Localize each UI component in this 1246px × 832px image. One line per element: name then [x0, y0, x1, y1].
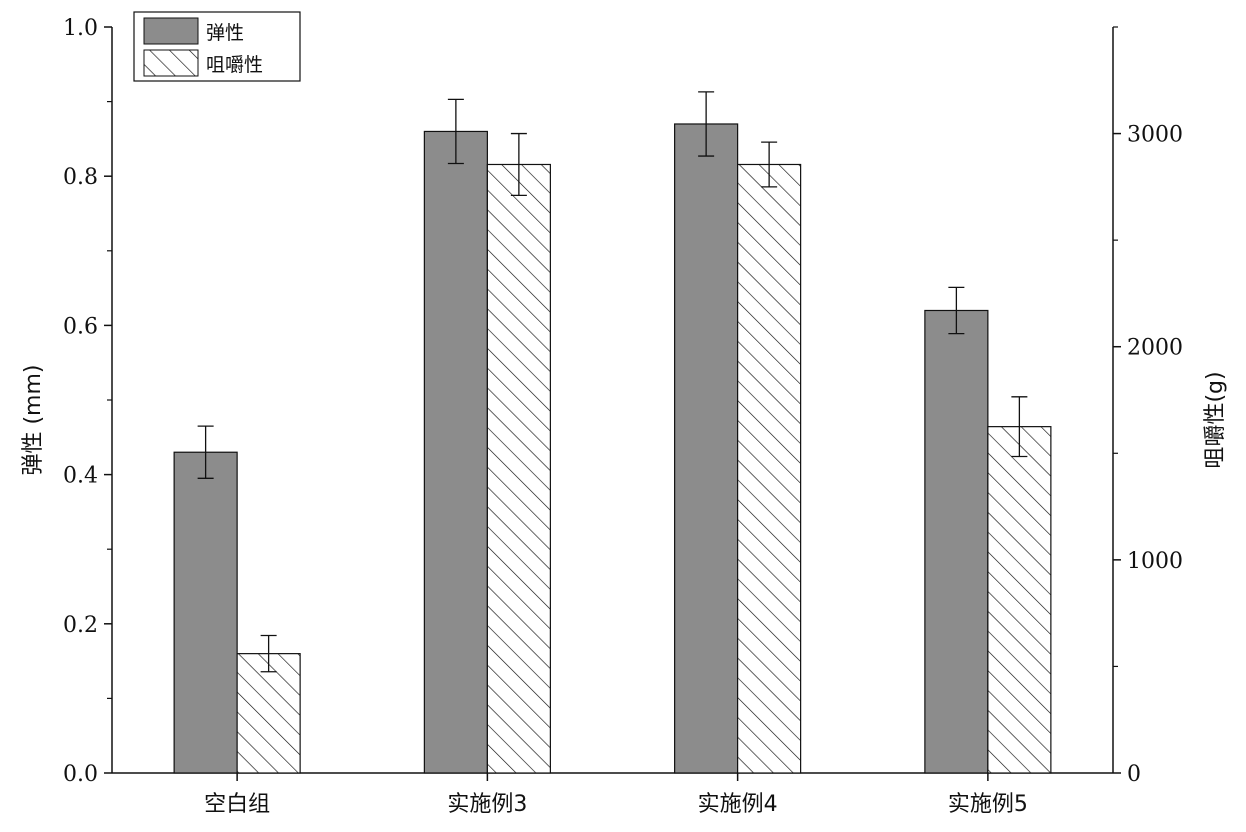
left-axis-title: 弹性 (mm) — [21, 364, 46, 475]
bar-chewiness — [486, 163, 551, 774]
category-label: 空白组 — [204, 792, 270, 817]
bar-chewiness — [236, 653, 301, 774]
bar-elasticity — [924, 309, 989, 774]
legend-swatch-hatch — [143, 49, 199, 77]
bar-elasticity — [173, 451, 238, 774]
legend-label-elasticity: 弹性 — [206, 22, 244, 44]
right-tick-label: 3000 — [1127, 123, 1183, 148]
right-tick-label: 1000 — [1127, 549, 1183, 574]
left-axis-ticks: 0.0 0.2 0.4 0.6 0.8 1.0 — [63, 16, 112, 787]
right-axis-title: 咀嚼性(g) — [1203, 371, 1228, 468]
bar-chewiness — [737, 163, 802, 774]
legend: 弹性 咀嚼性 — [133, 11, 301, 82]
legend-swatch-solid — [143, 17, 199, 45]
left-tick-label: 0.2 — [63, 613, 98, 638]
right-axis-ticks: 0 1000 2000 3000 — [1113, 26, 1183, 787]
category-label: 实施例4 — [698, 792, 778, 817]
bars — [173, 123, 1052, 774]
right-tick-label: 0 — [1127, 762, 1141, 787]
left-tick-label: 0.0 — [63, 762, 98, 787]
legend-label-chewiness: 咀嚼性 — [206, 54, 263, 76]
bar-elasticity — [423, 130, 488, 774]
left-tick-label: 0.6 — [63, 314, 98, 339]
right-tick-label: 2000 — [1127, 336, 1183, 361]
error-bars — [197, 91, 1028, 673]
bar-chewiness — [987, 426, 1052, 774]
left-tick-label: 0.4 — [63, 464, 98, 489]
left-tick-label: 0.8 — [63, 165, 98, 190]
category-label: 实施例3 — [447, 792, 527, 817]
left-tick-label: 1.0 — [63, 16, 98, 41]
category-labels: 空白组 实施例3 实施例4 实施例5 — [204, 773, 1028, 817]
category-label: 实施例5 — [948, 792, 1028, 817]
bar-elasticity — [674, 123, 739, 774]
